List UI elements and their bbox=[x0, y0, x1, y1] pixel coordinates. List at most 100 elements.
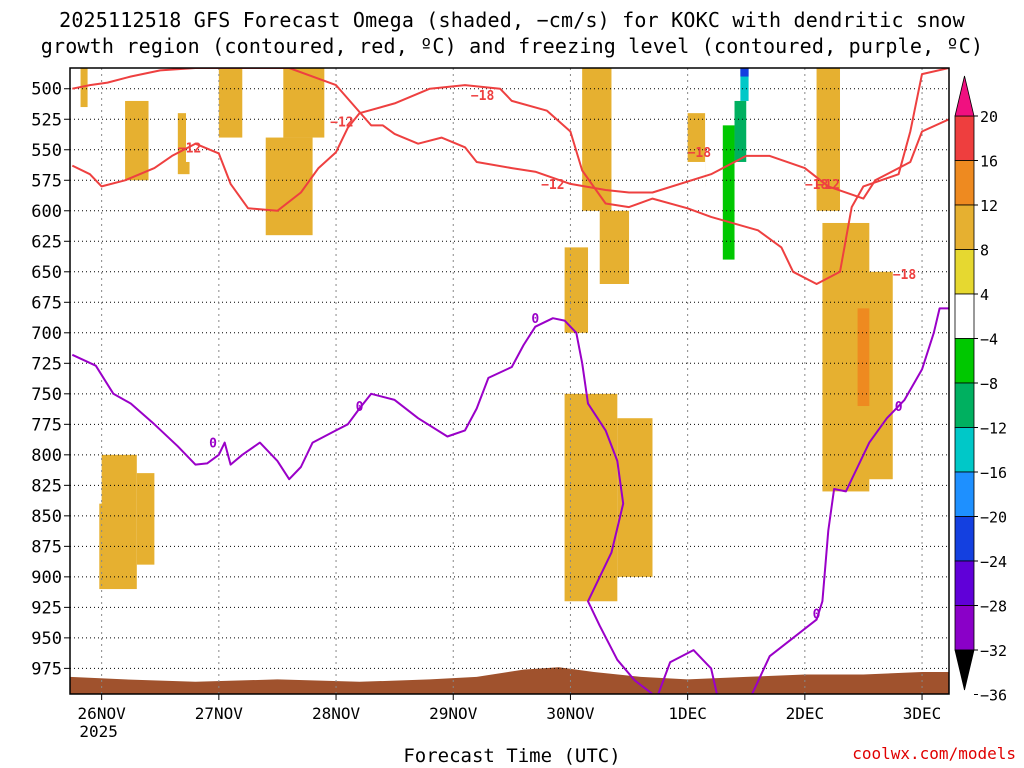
colorbar-label-11: −28 bbox=[980, 598, 1007, 616]
y-tick-label-600: 600 bbox=[31, 202, 62, 222]
omega-shade-cell-34 bbox=[722, 125, 735, 260]
dgz-upper-label-3: −12 bbox=[817, 178, 840, 193]
omega-shade-cell-16 bbox=[816, 68, 841, 211]
colorbar-band-11 bbox=[954, 605, 975, 651]
omega-shade-cell-2 bbox=[177, 113, 190, 175]
freezing-level-3-label-0: 0 bbox=[813, 607, 821, 622]
omega-shade-cell-27 bbox=[535, 393, 565, 614]
omega-shade-cell-20 bbox=[186, 68, 202, 162]
y-tick-label-950: 950 bbox=[31, 629, 62, 649]
omega-shade-cell-28 bbox=[541, 68, 565, 272]
colorbar-label-7: −12 bbox=[980, 420, 1007, 438]
y-tick-label-575: 575 bbox=[31, 171, 62, 191]
y-tick-label-550: 550 bbox=[31, 141, 62, 161]
freezing-level-line bbox=[71, 317, 654, 694]
colorbar-label-9: −20 bbox=[980, 509, 1007, 527]
x-tick-label-26NOV: 26NOV bbox=[78, 704, 127, 723]
omega-shade-cell-10 bbox=[599, 210, 630, 284]
y-tick-label-975: 975 bbox=[31, 659, 62, 679]
x-tick-label-30NOV: 30NOV bbox=[546, 704, 595, 723]
x-tick-label-27NOV: 27NOV bbox=[195, 704, 244, 723]
freezing-level-label-0: 0 bbox=[531, 312, 539, 327]
freezing-level-label-text-0: 0 bbox=[531, 312, 539, 327]
y-tick-label-625: 625 bbox=[31, 232, 62, 252]
chart-title-line-2: growth region (contoured, red, ºC) and f… bbox=[40, 34, 984, 58]
omega-shade-cell-35 bbox=[734, 100, 747, 162]
dgz-lower-label-1: −18 bbox=[688, 146, 712, 161]
y-tick-label-850: 850 bbox=[31, 507, 62, 527]
dgz-lower-label-3: −18 bbox=[893, 268, 917, 283]
freezing-level-2-line bbox=[657, 649, 718, 694]
y-tick-label-900: 900 bbox=[31, 568, 62, 588]
x-axis-label: Forecast Time (UTC) bbox=[403, 745, 621, 767]
x-tick-label-2DEC: 2DEC bbox=[786, 704, 825, 723]
omega-shade-cell-22 bbox=[224, 454, 243, 529]
y-tick-label-675: 675 bbox=[31, 293, 62, 313]
omega-shading-layer bbox=[80, 68, 893, 614]
colorbar-label-4: 4 bbox=[980, 286, 989, 304]
omega-shade-cell-3 bbox=[99, 454, 137, 590]
colorbar-band-7 bbox=[954, 427, 975, 473]
omega-shade-cell-1 bbox=[125, 100, 149, 181]
freezing-level-label-text-2: 0 bbox=[209, 437, 217, 452]
omega-shade-cell-0 bbox=[80, 68, 88, 108]
freezing-level-3-label-1: 0 bbox=[895, 400, 903, 415]
dgz-lower-label-0: −18 bbox=[471, 89, 495, 104]
y-tick-label-875: 875 bbox=[31, 537, 62, 557]
omega-shade-cell-7 bbox=[218, 68, 243, 138]
freezing-level-3-line bbox=[751, 307, 949, 694]
omega-shade-cell-6 bbox=[283, 68, 325, 138]
colorbar-label-1: 16 bbox=[980, 153, 998, 171]
omega-shade-cell-25 bbox=[500, 161, 524, 394]
y-tick-label-725: 725 bbox=[31, 354, 62, 374]
colorbar-band-8 bbox=[954, 471, 975, 517]
colorbar-label-5: −4 bbox=[980, 331, 998, 349]
colorbar-label-3: 8 bbox=[980, 242, 989, 260]
y-tick-label-825: 825 bbox=[31, 476, 62, 496]
y-tick-label-700: 700 bbox=[31, 324, 62, 344]
x-tick-label-1DEC: 1DEC bbox=[668, 704, 707, 723]
y-axis: 500 525 550 575 600 625 650 675 700 725 750 775 800 8… bbox=[31, 80, 70, 679]
omega-shade-cell-32 bbox=[693, 332, 706, 407]
omega-shade-cell-4 bbox=[136, 473, 155, 565]
dgz-upper-label-text-2: −12 bbox=[541, 178, 564, 193]
dgz-upper-label-2: −12 bbox=[541, 178, 564, 193]
colorbar-band-10 bbox=[954, 560, 975, 606]
plot-frame bbox=[69, 67, 950, 695]
y-tick-label-750: 750 bbox=[31, 385, 62, 405]
y-tick-label-925: 925 bbox=[31, 598, 62, 618]
colorbar-bottom-triangle bbox=[954, 649, 975, 691]
y-tick-label-525: 525 bbox=[31, 110, 62, 130]
omega-shade-cell-8 bbox=[564, 247, 589, 333]
omega-shade-cell-17 bbox=[857, 308, 870, 407]
colorbar-band-9 bbox=[954, 516, 975, 562]
omega-shade-cell-29 bbox=[476, 332, 495, 431]
y-tick-label-775: 775 bbox=[31, 415, 62, 435]
dgz-lower-label-text-0: −18 bbox=[471, 89, 495, 104]
watermark-text: coolwx.com/models bbox=[852, 744, 1016, 763]
omega-shade-cell-37 bbox=[740, 68, 749, 77]
freezing-level-label-text-1: 0 bbox=[356, 400, 364, 415]
colorbar-band-6 bbox=[954, 382, 975, 428]
omega-shade-cell-24 bbox=[464, 137, 501, 333]
freezing-level-label-2: 0 bbox=[209, 437, 217, 452]
freezing-level-3-label-text-1: 0 bbox=[895, 400, 903, 415]
colorbar-band-5 bbox=[954, 338, 975, 384]
omega-shade-cell-33 bbox=[752, 363, 764, 480]
colorbar-label-6: −8 bbox=[980, 375, 998, 393]
dgz-upper-line bbox=[72, 68, 949, 200]
dgz-upper-label-1: −12 bbox=[330, 116, 353, 131]
colorbar-band-0 bbox=[954, 115, 975, 161]
x-tick-label-28NOV: 28NOV bbox=[312, 704, 361, 723]
dgz-lower-label-text-1: −18 bbox=[688, 146, 712, 161]
omega-shade-cell-19 bbox=[113, 68, 128, 101]
colorbar-band-1 bbox=[954, 160, 975, 206]
omega-shade-cell-18 bbox=[92, 271, 102, 504]
dgz-lower-label-2: −18 bbox=[805, 178, 829, 193]
x-tick-label-3DEC: 3DEC bbox=[903, 704, 942, 723]
grid-layer bbox=[70, 68, 949, 694]
colorbar-label-13: −36 bbox=[980, 687, 1007, 705]
